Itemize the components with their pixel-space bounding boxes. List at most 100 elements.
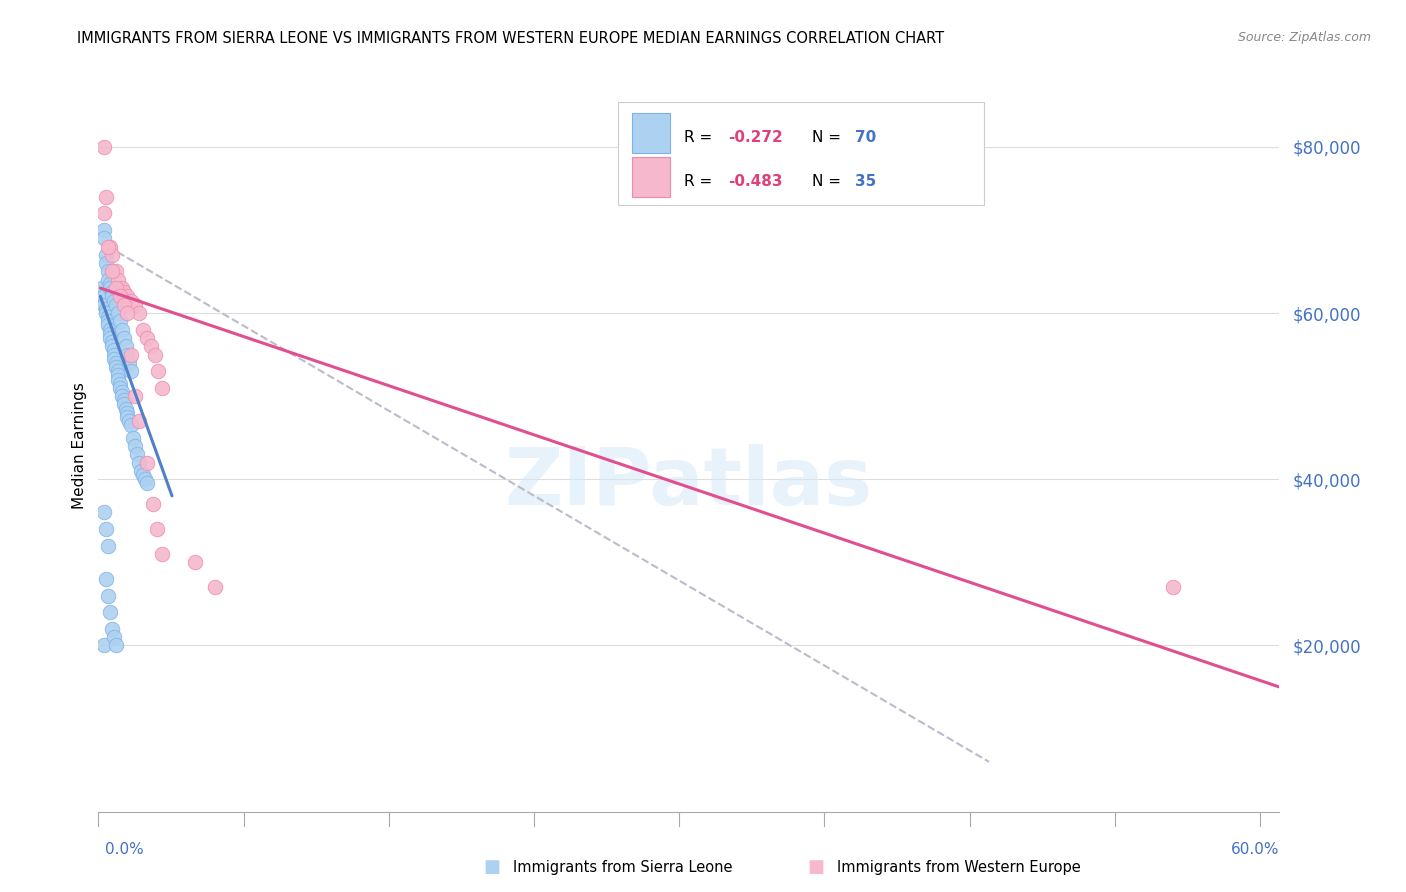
- Point: [129, 464, 152, 478]
- Point: [101, 285, 124, 300]
- FancyBboxPatch shape: [619, 103, 984, 204]
- Point: [96, 256, 118, 270]
- Point: [107, 273, 129, 287]
- Point: [103, 343, 125, 358]
- Point: [96, 306, 118, 320]
- Point: [143, 347, 166, 362]
- Point: [132, 323, 155, 337]
- Text: 60.0%: 60.0%: [1232, 842, 1279, 856]
- Point: [93, 206, 115, 220]
- Point: [98, 281, 121, 295]
- Point: [111, 281, 134, 295]
- Point: [117, 347, 139, 362]
- Point: [96, 189, 118, 203]
- Point: [120, 293, 142, 308]
- Point: [120, 418, 142, 433]
- Point: [112, 285, 135, 300]
- Point: [98, 331, 121, 345]
- Point: [112, 331, 135, 345]
- Point: [107, 306, 129, 320]
- Point: [117, 406, 139, 420]
- Point: [97, 318, 120, 333]
- Point: [117, 289, 139, 303]
- Point: [103, 347, 125, 362]
- Point: [135, 476, 157, 491]
- Point: [104, 359, 127, 374]
- Point: [104, 264, 127, 278]
- Point: [148, 364, 170, 378]
- Y-axis label: Median Earnings: Median Earnings: [72, 383, 87, 509]
- Text: Source: ZipAtlas.com: Source: ZipAtlas.com: [1237, 31, 1371, 45]
- Point: [101, 264, 124, 278]
- Point: [128, 306, 150, 320]
- Point: [93, 298, 115, 312]
- Point: [104, 281, 127, 295]
- Text: -0.483: -0.483: [728, 174, 782, 189]
- Point: [101, 248, 124, 262]
- Point: [98, 239, 121, 253]
- Point: [93, 639, 115, 653]
- Point: [107, 364, 129, 378]
- Point: [107, 368, 129, 383]
- Point: [142, 497, 165, 511]
- Point: [97, 314, 120, 328]
- Point: [111, 389, 134, 403]
- Point: [1161, 580, 1184, 594]
- Point: [134, 472, 156, 486]
- Point: [97, 589, 120, 603]
- Point: [93, 231, 115, 245]
- Point: [98, 323, 121, 337]
- Point: [96, 572, 118, 586]
- Text: ■: ■: [484, 858, 501, 876]
- Point: [104, 298, 127, 312]
- Point: [128, 414, 150, 428]
- Point: [150, 381, 173, 395]
- Point: [103, 293, 125, 308]
- Point: [93, 223, 115, 237]
- FancyBboxPatch shape: [633, 113, 671, 153]
- Point: [132, 468, 155, 483]
- Point: [96, 248, 118, 262]
- Point: [104, 356, 127, 370]
- Point: [97, 273, 120, 287]
- Point: [135, 456, 157, 470]
- Text: Immigrants from Sierra Leone: Immigrants from Sierra Leone: [513, 860, 733, 874]
- Text: -0.272: -0.272: [728, 130, 783, 145]
- Point: [103, 351, 125, 366]
- Point: [107, 372, 129, 386]
- Point: [111, 323, 134, 337]
- Point: [128, 456, 150, 470]
- Point: [117, 306, 139, 320]
- Text: Immigrants from Western Europe: Immigrants from Western Europe: [837, 860, 1080, 874]
- Point: [98, 277, 121, 291]
- Point: [96, 522, 118, 536]
- Point: [97, 239, 120, 253]
- Text: 35: 35: [855, 174, 877, 189]
- Point: [124, 389, 146, 403]
- Point: [120, 347, 142, 362]
- Point: [101, 339, 124, 353]
- Text: N =: N =: [811, 130, 845, 145]
- Text: R =: R =: [685, 130, 717, 145]
- Point: [112, 397, 135, 411]
- Point: [124, 298, 146, 312]
- Point: [150, 547, 173, 561]
- Point: [139, 339, 162, 353]
- Point: [122, 431, 145, 445]
- Point: [124, 439, 146, 453]
- Point: [117, 409, 139, 424]
- Point: [112, 393, 135, 408]
- Text: 70: 70: [855, 130, 877, 145]
- Point: [96, 301, 118, 316]
- FancyBboxPatch shape: [633, 157, 671, 197]
- Point: [108, 314, 131, 328]
- Text: 0.0%: 0.0%: [105, 842, 145, 856]
- Point: [145, 522, 167, 536]
- Point: [114, 401, 136, 416]
- Point: [101, 335, 124, 350]
- Point: [118, 356, 141, 370]
- Point: [135, 331, 157, 345]
- Point: [97, 539, 120, 553]
- Text: N =: N =: [811, 174, 845, 189]
- Point: [104, 639, 127, 653]
